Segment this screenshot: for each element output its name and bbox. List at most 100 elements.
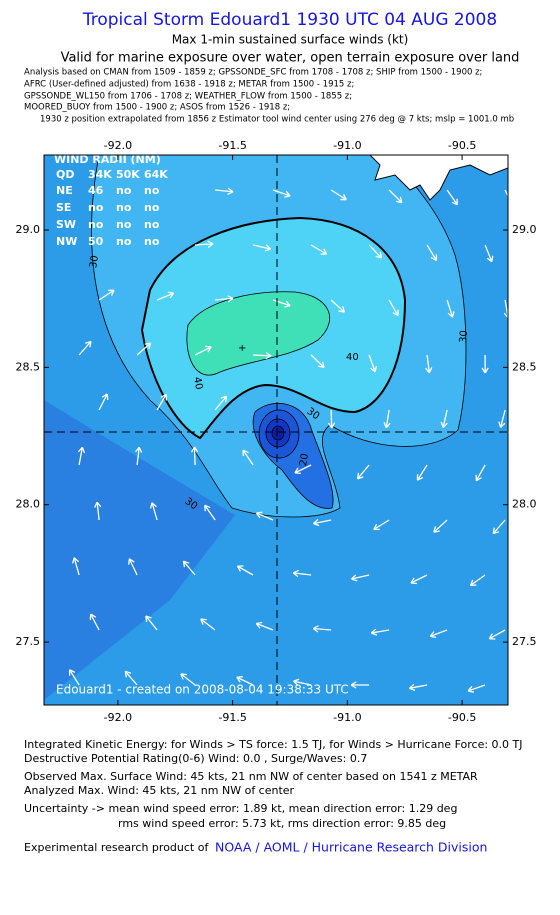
wind-arrow-head xyxy=(433,526,440,533)
wind-radii-cell: no xyxy=(116,201,132,214)
wind-arrow xyxy=(442,409,448,428)
wind-arrow-head xyxy=(475,474,482,482)
wind-arrow xyxy=(293,572,312,576)
wind-arrow xyxy=(330,189,347,201)
axes: -92.0 -92.0 -91.5 -91.5 -91.0 -91.0 -90.5 -90.5… xyxy=(16,139,537,724)
wind-arrow xyxy=(156,292,175,301)
wind-arrow-head xyxy=(200,618,207,625)
y-tick-label: 28.0 xyxy=(512,498,537,511)
wind-arrow-head xyxy=(101,393,109,401)
wind-radii-cell: no xyxy=(144,235,160,248)
wind-arrow xyxy=(330,299,345,313)
wind-arrow-head xyxy=(488,633,496,640)
wind-arrow xyxy=(145,615,158,631)
wind-arrow xyxy=(124,670,138,686)
wind-arrow xyxy=(256,622,274,631)
contour-5 xyxy=(271,425,285,441)
wind-arrow xyxy=(293,680,312,686)
wind-radii-cell: SW xyxy=(56,218,76,231)
wind-arrow xyxy=(256,512,274,521)
wind-arrow xyxy=(151,502,158,521)
wind-arrow-head xyxy=(351,574,358,582)
footer-text: Experimental research product of xyxy=(24,841,209,854)
wind-arrow-head xyxy=(68,669,76,676)
wind-radii-title: WIND RADII (NM) xyxy=(54,153,161,166)
wind-arrow xyxy=(409,684,428,689)
wind-arrow xyxy=(242,449,254,466)
wind-arrows xyxy=(68,187,508,693)
wind-arrow xyxy=(416,464,428,481)
y-tick-label: 27.5 xyxy=(512,635,537,648)
wind-arrow xyxy=(357,464,370,480)
wind-arrow xyxy=(499,409,506,428)
wind-arrow-head xyxy=(350,681,357,689)
wind-arrow xyxy=(388,299,399,316)
contour-label: 30 xyxy=(88,255,101,269)
low-wind-region xyxy=(44,400,235,700)
wind-arrow xyxy=(193,446,196,466)
wind-arrow xyxy=(204,504,216,521)
wind-arrow-head xyxy=(429,631,437,639)
wind-arrow-head xyxy=(425,367,433,374)
wind-radii-header: 64K xyxy=(144,168,168,181)
wind-arrow-head xyxy=(265,352,272,360)
wind-arrow-head xyxy=(340,194,347,201)
wind-arrow-head xyxy=(312,625,319,633)
wind-arrow xyxy=(214,395,228,411)
wind-arrow-head xyxy=(255,511,263,519)
y-tick-label: 29.0 xyxy=(16,223,41,236)
wind-arrow xyxy=(98,393,108,411)
wind-arrow xyxy=(446,189,458,206)
wind-arrow-head xyxy=(416,474,424,481)
footer-link[interactable]: NOAA / AOML / Hurricane Research Divisio… xyxy=(215,840,487,855)
wind-arrow xyxy=(368,244,383,259)
validity: Valid for marine exposure over water, op… xyxy=(61,51,520,66)
y-tick-label: 28.0 xyxy=(16,498,41,511)
wind-arrow xyxy=(470,574,486,586)
wind-arrow xyxy=(252,244,271,250)
wind-arrow xyxy=(156,394,167,411)
wind-radii-cell: no xyxy=(116,218,132,231)
wind-arrow xyxy=(433,519,448,533)
wind-arrow xyxy=(78,341,92,356)
wind-arrow-head xyxy=(227,187,234,195)
wind-arrow xyxy=(313,627,332,631)
wind-arrow xyxy=(200,618,216,631)
x-tick-label: -91.0 xyxy=(333,139,361,152)
wind-arrow xyxy=(90,613,100,631)
wind-arrow-head xyxy=(507,203,508,204)
wind-arrow-head xyxy=(94,501,102,508)
contour-label: 20 xyxy=(298,453,311,467)
wind-arrow xyxy=(426,244,437,261)
wind-radii-cell: no xyxy=(88,201,104,214)
wind-arrow xyxy=(368,354,376,373)
source-line: GPSSONDE_WL150 from 1706 - 1708 z; WEATH… xyxy=(24,92,352,102)
source-line: AFRC (User-defined adjusted) from 1638 -… xyxy=(24,80,354,90)
wind-arrow xyxy=(484,244,493,262)
wind-arrow-head xyxy=(227,295,234,303)
x-tick-label: -90.5 xyxy=(448,711,476,724)
wind-arrow-head xyxy=(293,678,300,686)
wind-arrow xyxy=(430,629,448,637)
wind-arrow-head xyxy=(236,676,243,683)
wind-radii-cell: no xyxy=(144,184,160,197)
wind-radii-header: 34K xyxy=(88,168,112,181)
wind-radii-header: 50K xyxy=(116,168,140,181)
wind-arrow-head xyxy=(205,345,212,353)
wind-arrow xyxy=(373,519,390,531)
wind-arrow xyxy=(313,519,332,525)
wind-arrow-head xyxy=(292,569,299,578)
wind-arrow xyxy=(385,409,390,428)
wind-arrow xyxy=(294,464,312,474)
wind-radii-cell: NE xyxy=(56,184,73,197)
wind-arrow-head xyxy=(383,421,391,429)
wind-arrow-head xyxy=(242,449,249,457)
wind-arrow-head xyxy=(182,560,190,568)
source-line: MOORED_BUOY from 1500 - 1900 z; ASOS fro… xyxy=(24,103,290,113)
wind-arrow-head xyxy=(375,252,383,259)
y-tick-label: 29.0 xyxy=(512,223,537,236)
wind-arrow xyxy=(272,189,291,197)
wind-arrow-head xyxy=(318,361,325,369)
